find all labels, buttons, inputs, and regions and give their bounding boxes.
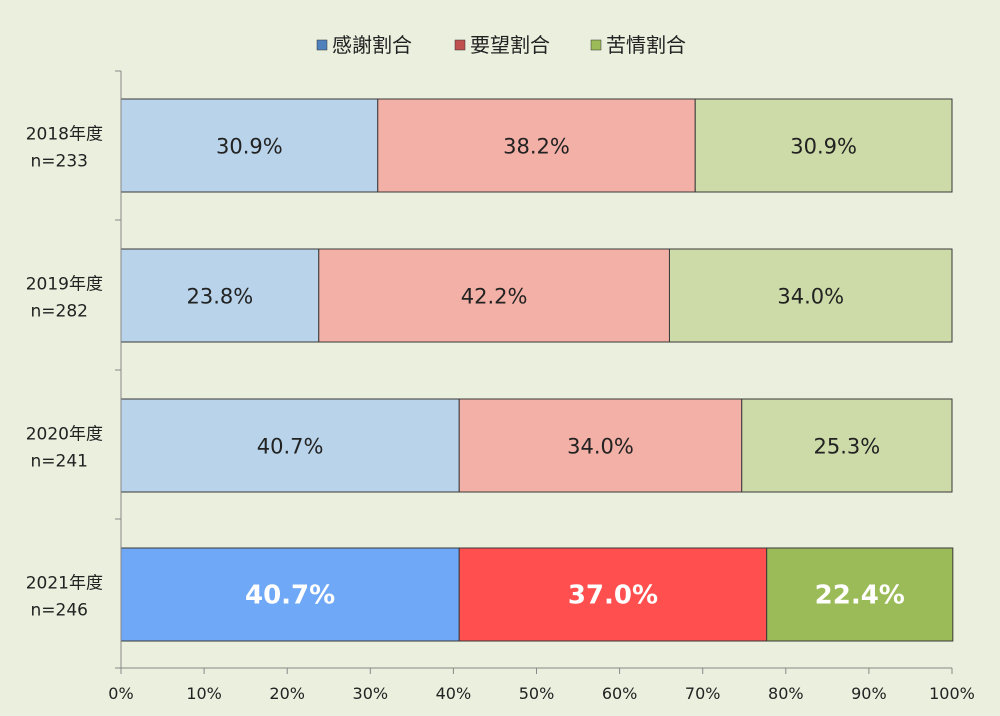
- data-label: 38.2%: [503, 135, 570, 159]
- x-tick-label: 100%: [929, 684, 975, 703]
- legend-swatch: [316, 39, 328, 51]
- x-tick-label: 10%: [186, 684, 222, 703]
- data-label: 40.7%: [257, 435, 324, 459]
- x-tick-label: 20%: [269, 684, 305, 703]
- category-sample-size: n=246: [31, 601, 88, 621]
- data-label: 30.9%: [790, 135, 857, 159]
- data-label: 37.0%: [568, 581, 658, 611]
- data-label: 42.2%: [461, 285, 528, 309]
- bar-segment: [458, 398, 743, 493]
- x-tick-label: 0%: [108, 684, 133, 703]
- x-tick-label: 80%: [768, 684, 804, 703]
- data-label: 30.9%: [216, 135, 283, 159]
- legend-swatch: [590, 39, 602, 51]
- category-sample-size: n=233: [31, 152, 88, 172]
- x-tick-label: 90%: [851, 684, 887, 703]
- bar-segment: [694, 98, 953, 193]
- bar-segment: [741, 398, 953, 493]
- x-tick-label: 40%: [436, 684, 472, 703]
- data-label: 23.8%: [187, 285, 254, 309]
- data-label: 22.4%: [815, 581, 905, 611]
- bar-segment: [120, 98, 379, 193]
- category-sample-size: n=241: [31, 452, 88, 472]
- category-label: 2019年度: [26, 275, 103, 295]
- category-sample-size: n=282: [31, 302, 88, 322]
- bar-segment: [120, 398, 460, 493]
- data-label: 34.0%: [567, 435, 634, 459]
- x-tick-label: 60%: [602, 684, 638, 703]
- legend-label: 苦情割合: [606, 33, 686, 57]
- category-label: 2020年度: [26, 425, 103, 445]
- axes: 2018年度 n=233 2019年度 n=282 2020年度 n=241 2021年度 n…: [26, 70, 975, 703]
- legend-swatch: [454, 39, 466, 51]
- data-label: 40.7%: [245, 581, 335, 611]
- x-tick-label: 70%: [685, 684, 721, 703]
- x-tick-label: 30%: [353, 684, 389, 703]
- legend: 感謝割合 要望割合 苦情割合: [316, 33, 686, 57]
- bar-segment: [120, 248, 320, 343]
- category-label: 2021年度: [26, 574, 103, 594]
- x-tick-label: 50%: [519, 684, 555, 703]
- category-label: 2018年度: [26, 125, 103, 145]
- bars: 30.9% 38.2% 30.9% 23.8% 42.2% 34.0% 40.7% 34.0%…: [120, 98, 954, 642]
- bar-segment: [766, 547, 954, 642]
- data-label: 34.0%: [777, 285, 844, 309]
- legend-label: 要望割合: [470, 33, 550, 57]
- bar-segment: [377, 98, 696, 193]
- bar-segment: [120, 547, 460, 642]
- bar-segment: [668, 248, 953, 343]
- legend-label: 感謝割合: [332, 33, 412, 57]
- bar-segment: [318, 248, 670, 343]
- data-label: 25.3%: [814, 435, 881, 459]
